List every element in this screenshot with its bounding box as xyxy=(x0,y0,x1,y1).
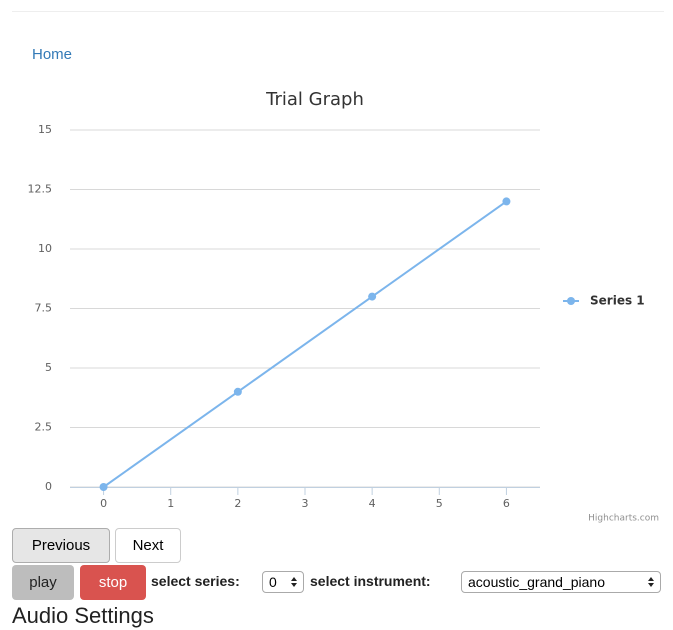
y-tick-label: 7.5 xyxy=(35,302,53,315)
legend-marker xyxy=(567,297,575,305)
data-point xyxy=(233,387,242,396)
data-point xyxy=(99,483,108,491)
y-tick-label: 15 xyxy=(38,123,52,136)
data-point xyxy=(502,197,511,206)
x-tick-label: 3 xyxy=(302,497,309,510)
series-line xyxy=(102,200,508,488)
chart: Trial Graph 0 2.5 5 7.5 10 12.5 15 0 1 2 3 4 5 6 Series… xyxy=(28,89,660,524)
x-tick-label: 6 xyxy=(503,497,510,510)
x-tick-label: 2 xyxy=(234,497,241,510)
y-tick-label: 2.5 xyxy=(35,421,53,434)
chart-title: Trial Graph xyxy=(265,89,364,110)
next-button[interactable]: Next xyxy=(115,528,181,563)
instrument-select[interactable]: acoustic_grand_piano xyxy=(461,571,661,593)
legend-label: Series 1 xyxy=(590,294,645,308)
x-tick-label: 4 xyxy=(369,497,376,510)
x-tick-label: 5 xyxy=(436,497,443,510)
stop-button[interactable]: stop xyxy=(80,565,146,600)
y-tick-label: 12.5 xyxy=(28,183,53,196)
instrument-label: select instrument: xyxy=(310,573,431,589)
previous-button[interactable]: Previous xyxy=(12,528,110,563)
credits: Highcharts.com xyxy=(588,514,659,524)
play-button[interactable]: play xyxy=(12,565,74,600)
y-tick-label: 5 xyxy=(45,361,52,374)
series-label: select series: xyxy=(151,573,240,589)
data-point xyxy=(368,292,377,301)
x-tick-label: 1 xyxy=(167,497,174,510)
section-heading: Audio Settings xyxy=(12,603,154,628)
x-tick-label: 0 xyxy=(100,497,107,510)
y-tick-label: 10 xyxy=(38,242,52,255)
series-select[interactable]: 0 xyxy=(262,571,304,593)
divider xyxy=(12,11,664,12)
home-link[interactable]: Home xyxy=(32,46,73,63)
y-tick-label: 0 xyxy=(45,480,52,493)
